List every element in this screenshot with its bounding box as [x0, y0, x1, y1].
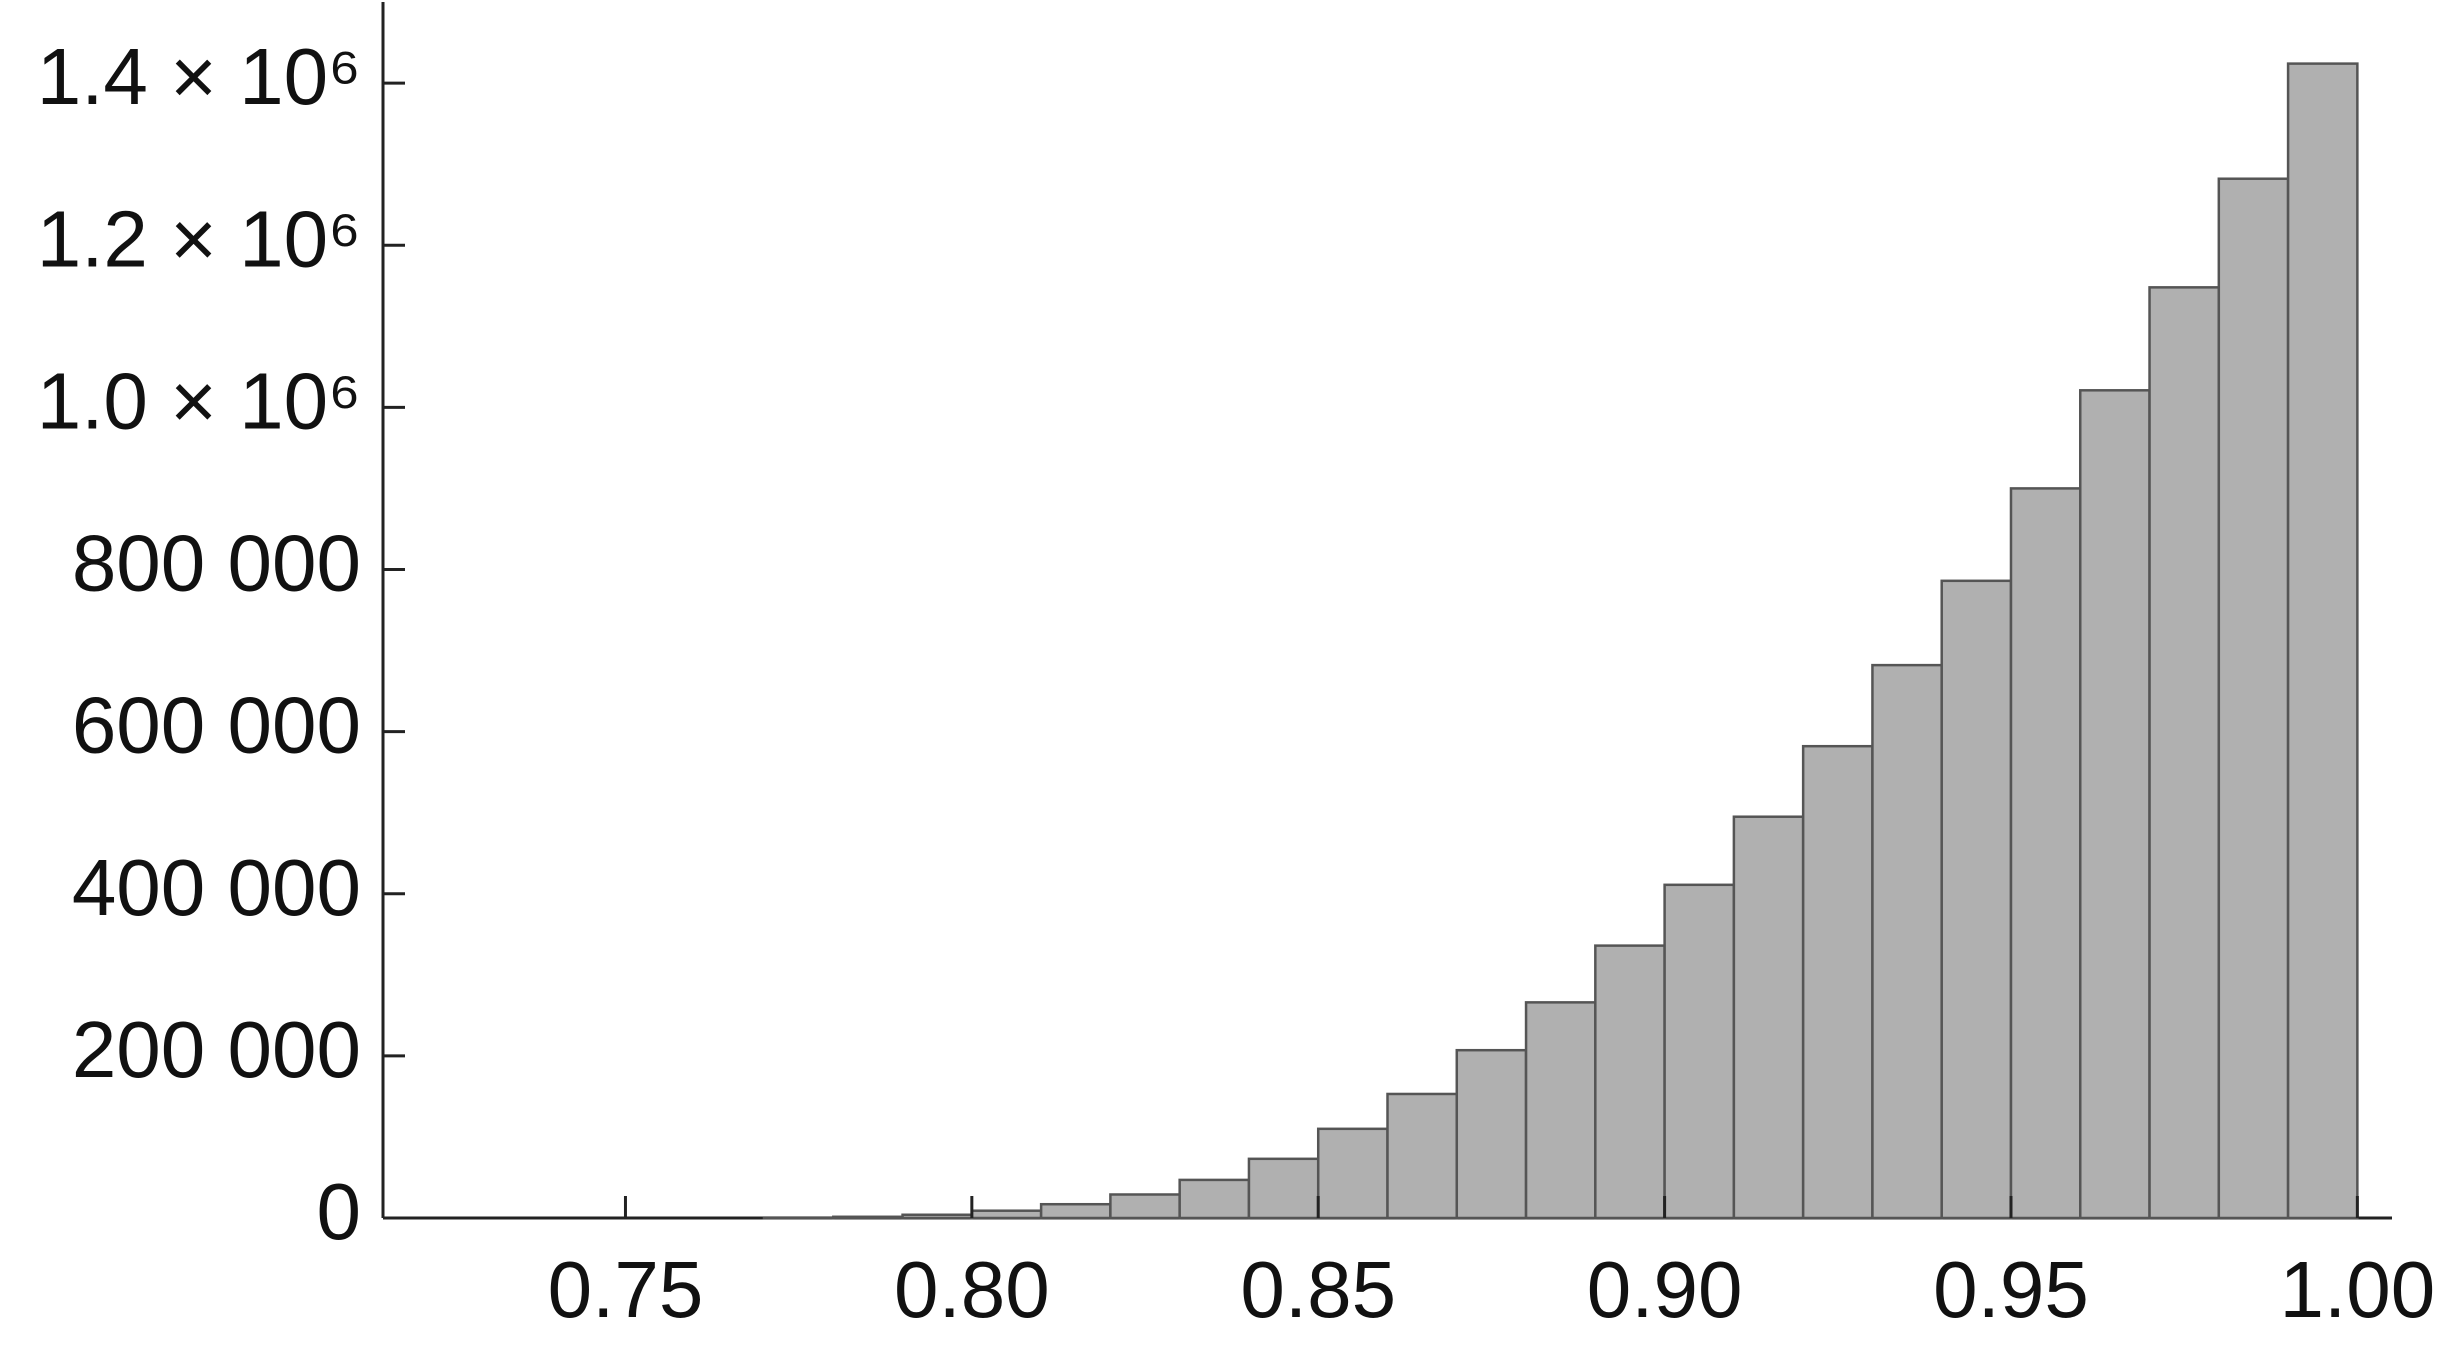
y-tick-label: 400 000 — [72, 843, 361, 932]
bar — [1732, 815, 1805, 1220]
bar — [1801, 744, 1874, 1220]
bar — [1940, 579, 2013, 1220]
y-tick-label: 0 — [317, 1167, 362, 1256]
y-tick-label: 1.0 × 10⁶ — [37, 356, 361, 445]
bar — [2079, 389, 2151, 1220]
bar — [2217, 177, 2290, 1220]
x-tick-label: 0.95 — [1933, 1245, 2089, 1334]
y-tick-label: 600 000 — [72, 681, 361, 770]
bar — [1663, 883, 1736, 1220]
bar — [2009, 487, 2082, 1220]
y-tick-label: 1.4 × 10⁶ — [37, 32, 361, 121]
x-tick-label: 0.75 — [548, 1245, 704, 1334]
x-tick-label: 0.85 — [1240, 1245, 1396, 1334]
bar — [1178, 1178, 1251, 1220]
bar — [2148, 286, 2221, 1220]
bar — [1455, 1048, 1528, 1220]
bar — [1039, 1202, 1112, 1220]
bar — [970, 1209, 1043, 1220]
bar — [1247, 1157, 1320, 1220]
y-tick-label: 1.2 × 10⁶ — [37, 194, 361, 283]
bar — [1109, 1193, 1181, 1220]
x-tick-label: 1.00 — [2280, 1245, 2436, 1334]
bar — [2286, 62, 2359, 1220]
x-tick-label: 0.90 — [1587, 1245, 1743, 1334]
y-tick-label: 200 000 — [72, 1005, 361, 1094]
bar — [832, 1215, 904, 1220]
bar — [901, 1213, 974, 1220]
bar — [1594, 944, 1666, 1220]
bar — [1871, 663, 1943, 1220]
y-tick-label: 800 000 — [72, 519, 361, 608]
bar — [1316, 1127, 1389, 1220]
bar — [1386, 1092, 1459, 1220]
bar — [1524, 1001, 1597, 1220]
x-tick-label: 0.80 — [894, 1245, 1050, 1334]
